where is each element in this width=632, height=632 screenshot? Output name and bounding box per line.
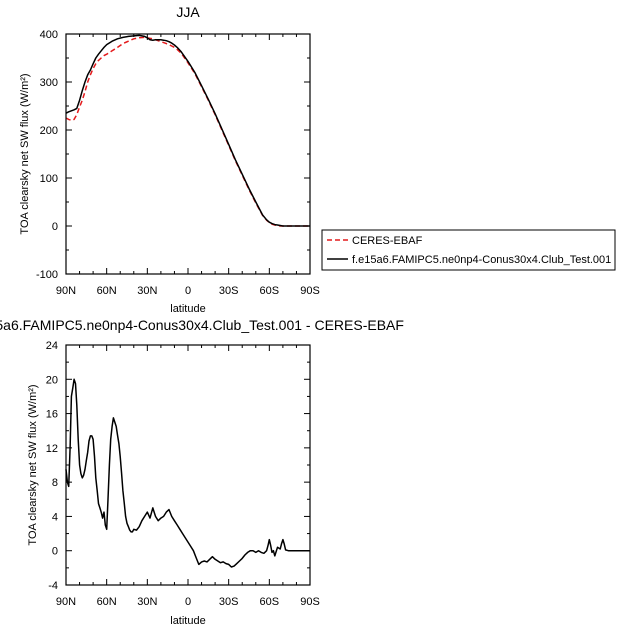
bottom-y-tick-label: 24 — [46, 340, 58, 352]
legend-label-ceres: CERES-EBAF — [352, 235, 423, 247]
bottom-panel: f.e15a6.FAMIPC5.ne0np4-Conus30x4.Club_Te… — [0, 317, 404, 627]
bottom-y-tick-label: 12 — [46, 443, 58, 455]
top-chart-title: JJA — [176, 4, 200, 20]
top-x-tick-label: 90N — [56, 285, 76, 297]
top-x-tick-label: 60N — [97, 285, 117, 297]
bottom-x-tick-label: 30N — [137, 596, 157, 608]
top-series-line-0 — [65, 36, 310, 227]
bottom-x-axis-label: latitude — [170, 615, 205, 627]
top-x-tick-label: 90S — [300, 285, 320, 297]
top-x-axis: 90N 60N 30N 0 30S 60S 90S — [56, 34, 320, 297]
bottom-y-tick-label: 16 — [46, 409, 58, 421]
bottom-x-tick-label: 0 — [185, 596, 191, 608]
bottom-x-tick-label: 60N — [97, 596, 117, 608]
bottom-x-axis: 90N 60N 30N 0 30S 60S 90S — [56, 345, 320, 608]
bottom-x-tick-label: 60S — [260, 596, 280, 608]
bottom-y-axis: -4 0 4 8 12 16 20 24 — [46, 340, 310, 592]
bottom-chart-title: f.e15a6.FAMIPC5.ne0np4-Conus30x4.Club_Te… — [0, 317, 404, 333]
bottom-series — [65, 378, 310, 568]
bottom-y-tick-label: 8 — [52, 477, 58, 489]
top-plot-frame — [65, 33, 311, 275]
bottom-y-tick-label: 20 — [46, 374, 58, 386]
bottom-y-tick-label: 0 — [52, 546, 58, 558]
top-x-axis-label: latitude — [170, 303, 205, 315]
top-y-tick-label: 0 — [52, 221, 58, 233]
top-y-axis-label: TOA clearsky net SW flux (W/m²) — [19, 73, 31, 234]
top-y-tick-label: 200 — [40, 125, 58, 137]
top-y-tick-label: 100 — [40, 173, 58, 185]
top-y-axis: -100 0 100 200 300 400 — [36, 29, 310, 281]
top-gridless-series — [65, 34, 310, 227]
bottom-plot-frame — [65, 344, 311, 586]
top-y-tick-label: 400 — [40, 29, 58, 41]
top-x-tick-label: 60S — [260, 285, 280, 297]
legend-label-model: f.e15a6.FAMIPC5.ne0np4-Conus30x4.Club_Te… — [352, 254, 611, 266]
top-y-tick-label: 300 — [40, 77, 58, 89]
bottom-y-tick-label: -4 — [48, 580, 58, 592]
top-x-tick-label: 30S — [219, 285, 239, 297]
bottom-x-tick-label: 30S — [219, 596, 239, 608]
legend: CERES-EBAF f.e15a6.FAMIPC5.ne0np4-Conus3… — [321, 229, 616, 271]
bottom-x-tick-label: 90N — [56, 596, 76, 608]
bottom-y-axis-label: TOA clearsky net SW flux (W/m²) — [27, 384, 39, 545]
top-y-tick-label: -100 — [36, 269, 58, 281]
bottom-series-line-0 — [65, 378, 310, 568]
top-series-line-1 — [65, 34, 310, 227]
bottom-x-tick-label: 90S — [300, 596, 320, 608]
top-x-tick-label: 0 — [185, 285, 191, 297]
legend-frame — [321, 229, 616, 271]
bottom-y-tick-label: 4 — [52, 511, 58, 523]
top-x-tick-label: 30N — [137, 285, 157, 297]
